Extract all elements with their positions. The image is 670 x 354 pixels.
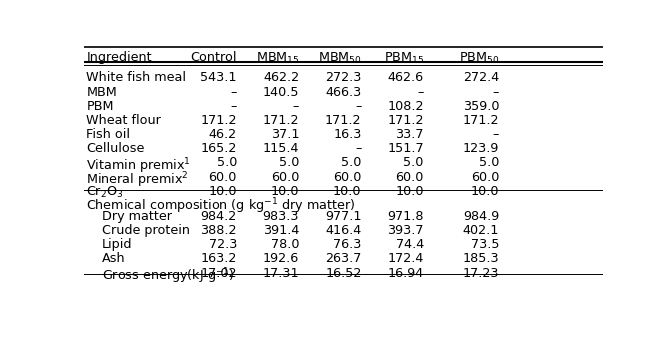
Text: PBM$_{15}$: PBM$_{15}$ (384, 51, 424, 66)
Text: 272.4: 272.4 (463, 72, 499, 84)
Text: 60.0: 60.0 (395, 171, 424, 184)
Text: 10.0: 10.0 (470, 185, 499, 198)
Text: Cr$_{2}$O$_{3}$: Cr$_{2}$O$_{3}$ (86, 185, 124, 200)
Text: White fish meal: White fish meal (86, 72, 186, 84)
Text: MBM$_{15}$: MBM$_{15}$ (256, 51, 299, 66)
Text: Cellulose: Cellulose (86, 142, 145, 155)
Text: 393.7: 393.7 (387, 224, 424, 237)
Text: 60.0: 60.0 (208, 171, 237, 184)
Text: 60.0: 60.0 (271, 171, 299, 184)
Text: 74.4: 74.4 (395, 238, 424, 251)
Text: 462.6: 462.6 (388, 72, 424, 84)
Text: 416.4: 416.4 (326, 224, 362, 237)
Text: 171.2: 171.2 (387, 114, 424, 127)
Text: Ingredient: Ingredient (86, 51, 152, 64)
Text: 37.1: 37.1 (271, 128, 299, 141)
Text: PBM: PBM (86, 100, 114, 113)
Text: Lipid: Lipid (102, 238, 133, 251)
Text: 10.0: 10.0 (395, 185, 424, 198)
Text: 185.3: 185.3 (462, 252, 499, 266)
Text: 192.6: 192.6 (263, 252, 299, 266)
Text: 171.2: 171.2 (325, 114, 362, 127)
Text: 165.2: 165.2 (200, 142, 237, 155)
Text: 272.3: 272.3 (325, 72, 362, 84)
Text: 171.2: 171.2 (200, 114, 237, 127)
Text: Gross energy(kJ g$^{-1}$): Gross energy(kJ g$^{-1}$) (102, 267, 234, 286)
Text: 17.31: 17.31 (263, 267, 299, 280)
Text: Fish oil: Fish oil (86, 128, 131, 141)
Text: 16.94: 16.94 (388, 267, 424, 280)
Text: Vitamin premix$^{1}$: Vitamin premix$^{1}$ (86, 156, 191, 176)
Text: 5.0: 5.0 (279, 156, 299, 170)
Text: 10.0: 10.0 (271, 185, 299, 198)
Text: 60.0: 60.0 (471, 171, 499, 184)
Text: 5.0: 5.0 (216, 156, 237, 170)
Text: 78.0: 78.0 (271, 238, 299, 251)
Text: –: – (230, 100, 237, 113)
Text: 971.8: 971.8 (387, 210, 424, 223)
Text: Control: Control (190, 51, 237, 64)
Text: 17.23: 17.23 (463, 267, 499, 280)
Text: 46.2: 46.2 (209, 128, 237, 141)
Text: 5.0: 5.0 (403, 156, 424, 170)
Text: 543.1: 543.1 (200, 72, 237, 84)
Text: 108.2: 108.2 (387, 100, 424, 113)
Text: Mineral premix$^{2}$: Mineral premix$^{2}$ (86, 171, 189, 190)
Text: 462.2: 462.2 (263, 72, 299, 84)
Text: 73.5: 73.5 (470, 238, 499, 251)
Text: 171.2: 171.2 (263, 114, 299, 127)
Text: –: – (492, 86, 499, 98)
Text: –: – (355, 100, 362, 113)
Text: 10.0: 10.0 (333, 185, 362, 198)
Text: 10.0: 10.0 (208, 185, 237, 198)
Text: 5.0: 5.0 (341, 156, 362, 170)
Text: 60.0: 60.0 (333, 171, 362, 184)
Text: 76.3: 76.3 (333, 238, 362, 251)
Text: 115.4: 115.4 (263, 142, 299, 155)
Text: 172.4: 172.4 (387, 252, 424, 266)
Text: 16.3: 16.3 (333, 128, 362, 141)
Text: 388.2: 388.2 (200, 224, 237, 237)
Text: 984.2: 984.2 (201, 210, 237, 223)
Text: 163.2: 163.2 (200, 252, 237, 266)
Text: 977.1: 977.1 (325, 210, 362, 223)
Text: 263.7: 263.7 (325, 252, 362, 266)
Text: 466.3: 466.3 (326, 86, 362, 98)
Text: 140.5: 140.5 (263, 86, 299, 98)
Text: 171.2: 171.2 (463, 114, 499, 127)
Text: –: – (230, 86, 237, 98)
Text: 983.3: 983.3 (263, 210, 299, 223)
Text: Dry matter: Dry matter (102, 210, 172, 223)
Text: –: – (355, 142, 362, 155)
Text: Ash: Ash (102, 252, 125, 266)
Text: MBM$_{50}$: MBM$_{50}$ (318, 51, 362, 66)
Text: Chemical composition (g kg$^{-1}$ dry matter): Chemical composition (g kg$^{-1}$ dry ma… (86, 197, 356, 216)
Text: 5.0: 5.0 (479, 156, 499, 170)
Text: 123.9: 123.9 (463, 142, 499, 155)
Text: 984.9: 984.9 (463, 210, 499, 223)
Text: 359.0: 359.0 (463, 100, 499, 113)
Text: 72.3: 72.3 (208, 238, 237, 251)
Text: –: – (293, 100, 299, 113)
Text: –: – (417, 86, 424, 98)
Text: 151.7: 151.7 (387, 142, 424, 155)
Text: Wheat flour: Wheat flour (86, 114, 161, 127)
Text: 33.7: 33.7 (395, 128, 424, 141)
Text: 402.1: 402.1 (463, 224, 499, 237)
Text: 17.02: 17.02 (200, 267, 237, 280)
Text: –: – (492, 128, 499, 141)
Text: 391.4: 391.4 (263, 224, 299, 237)
Text: MBM: MBM (86, 86, 117, 98)
Text: 16.52: 16.52 (325, 267, 362, 280)
Text: PBM$_{50}$: PBM$_{50}$ (459, 51, 499, 66)
Text: Crude protein: Crude protein (102, 224, 190, 237)
